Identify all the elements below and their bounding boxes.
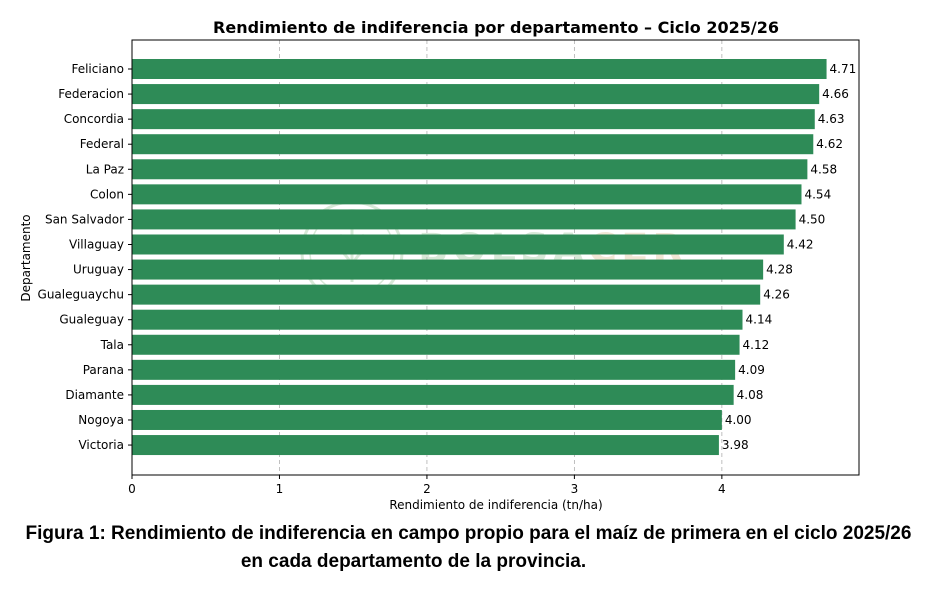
value-label: 4.00	[725, 413, 752, 427]
bar-la-paz	[132, 159, 808, 180]
value-label: 4.62	[816, 137, 843, 151]
value-label: 4.14	[746, 313, 773, 327]
category-label: Victoria	[78, 438, 124, 452]
bar-chart: Rendimiento de indiferencia por departam…	[19, 18, 860, 512]
category-label: Gualeguay	[59, 313, 124, 327]
x-tick-label: 2	[423, 482, 431, 496]
category-label: Nogoya	[78, 413, 124, 427]
bar-uruguay	[132, 259, 764, 280]
bar-parana	[132, 359, 736, 380]
bar-gualeguaychu	[132, 284, 761, 305]
value-label: 4.28	[766, 263, 793, 277]
value-label: 4.12	[743, 338, 770, 352]
value-label: 4.58	[810, 162, 837, 176]
bar-villaguay	[132, 234, 784, 255]
value-label: 3.98	[722, 438, 749, 452]
x-tick-label: 0	[128, 482, 136, 496]
value-label: 4.09	[738, 363, 765, 377]
bar-federal	[132, 134, 814, 155]
chart-title: Rendimiento de indiferencia por departam…	[213, 18, 779, 37]
category-label: Federacion	[58, 87, 124, 101]
plot-area-frame	[131, 39, 860, 476]
value-label: 4.42	[787, 237, 814, 251]
x-axis-title: Rendimiento de indiferencia (tn/ha)	[389, 498, 602, 512]
bar-concordia	[132, 109, 815, 130]
bar-federacion	[132, 84, 820, 105]
category-label: Feliciano	[71, 62, 124, 76]
category-label: Tala	[100, 338, 124, 352]
category-label: La Paz	[86, 162, 124, 176]
bar-nogoya	[132, 409, 722, 430]
bar-colon	[132, 184, 802, 205]
figure-caption: Figura 1: Rendimiento de indiferencia en…	[0, 520, 937, 576]
value-label: 4.71	[830, 62, 857, 76]
category-label: Colon	[90, 187, 124, 201]
bar-feliciano	[132, 59, 827, 79]
bar-victoria	[132, 435, 719, 456]
value-label: 4.50	[799, 212, 826, 226]
x-tick-label: 4	[718, 482, 726, 496]
caption-line-1: Figura 1: Rendimiento de indiferencia en…	[25, 523, 912, 544]
value-label: 4.63	[818, 112, 845, 126]
bar-diamante	[132, 384, 734, 405]
x-tick-label: 1	[276, 482, 284, 496]
category-label: Federal	[80, 137, 124, 151]
x-tick-label: 3	[571, 482, 579, 496]
bar-tala	[132, 334, 740, 355]
category-label: Gualeguaychu	[38, 288, 124, 302]
value-label: 4.08	[737, 388, 764, 402]
category-label: Uruguay	[73, 263, 124, 277]
value-label: 4.54	[804, 187, 831, 201]
value-label: 4.26	[763, 288, 790, 302]
category-label: Concordia	[64, 112, 124, 126]
category-label: San Salvador	[45, 212, 124, 226]
y-axis-title: Departamento	[19, 214, 33, 301]
category-label: Parana	[83, 363, 124, 377]
caption-line-2: en cada departamento de la provincia.	[240, 551, 587, 572]
category-label: Villaguay	[69, 237, 124, 251]
value-label: 4.66	[822, 87, 849, 101]
bar-gualeguay	[132, 309, 743, 330]
bar-san-salvador	[132, 209, 796, 230]
category-label: Diamante	[65, 388, 124, 402]
